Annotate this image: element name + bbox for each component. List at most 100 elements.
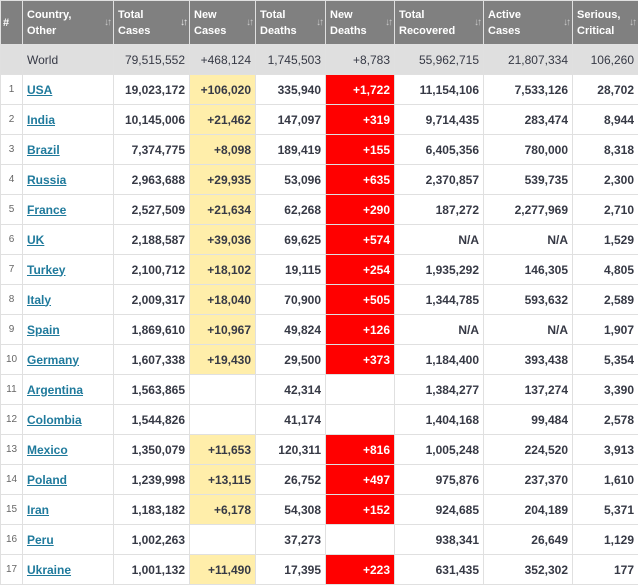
new-cases: +6,178 [190,495,256,525]
total-deaths: 54,308 [256,495,326,525]
active-cases: 352,302 [484,555,573,585]
new-deaths: +223 [326,555,395,585]
country-link[interactable]: Mexico [27,443,68,457]
total-deaths: 49,824 [256,315,326,345]
header-total-deaths-line2: Deaths [260,25,297,37]
new-deaths [326,375,395,405]
new-deaths: +126 [326,315,395,345]
country-link[interactable]: Colombia [27,413,82,427]
country-link[interactable]: India [27,113,55,127]
new-deaths: +574 [326,225,395,255]
country-link[interactable]: Spain [27,323,60,337]
serious-critical: 2,300 [573,165,638,195]
country-cell: Germany [23,345,114,375]
row-index: 16 [1,525,23,555]
serious-critical: 2,710 [573,195,638,225]
new-cases [190,375,256,405]
country-cell: UK [23,225,114,255]
active-cases: N/A [484,225,573,255]
country-link[interactable]: Russia [27,173,66,187]
serious-critical: 4,805 [573,255,638,285]
row-index: 5 [1,195,23,225]
total-cases: 1,563,865 [114,375,190,405]
total-cases: 7,374,775 [114,135,190,165]
total-deaths: 29,500 [256,345,326,375]
total-recovered: 11,154,106 [395,75,484,105]
total-recovered: 1,935,292 [395,255,484,285]
header-country[interactable]: Country,Other↓↑ [23,1,114,45]
total-deaths: 69,625 [256,225,326,255]
new-deaths: +505 [326,285,395,315]
country-link[interactable]: Italy [27,293,51,307]
new-cases: +29,935 [190,165,256,195]
country-link[interactable]: Turkey [27,263,65,277]
total-recovered: 1,005,248 [395,435,484,465]
country-link[interactable]: Peru [27,533,54,547]
country-cell: Spain [23,315,114,345]
country-link[interactable]: Ukraine [27,563,71,577]
country-link[interactable]: Iran [27,503,49,517]
country-link[interactable]: Brazil [27,143,60,157]
total-cases: 2,527,509 [114,195,190,225]
header-index: # [1,1,23,45]
serious-critical: 106,260 [573,45,638,75]
country-link[interactable]: France [27,203,66,217]
sort-icon: ↓↑ [316,15,322,31]
country-link[interactable]: Germany [27,353,79,367]
row-index: 15 [1,495,23,525]
country-name: World [23,45,114,75]
new-deaths: +816 [326,435,395,465]
new-cases [190,525,256,555]
total-recovered: N/A [395,225,484,255]
serious-critical: 177 [573,555,638,585]
header-serious-line2: Critical [577,25,614,37]
header-new-deaths-line1: New [330,9,353,21]
total-cases: 1,002,263 [114,525,190,555]
total-cases: 2,009,317 [114,285,190,315]
country-link[interactable]: Argentina [27,383,83,397]
sort-icon: ↓↑ [629,15,635,31]
country-link[interactable]: UK [27,233,44,247]
row-index: 1 [1,75,23,105]
sort-icon: ↓↑ [104,15,110,31]
total-cases: 1,183,182 [114,495,190,525]
country-cell: France [23,195,114,225]
country-cell: Colombia [23,405,114,435]
serious-critical: 3,913 [573,435,638,465]
country-link[interactable]: Poland [27,473,67,487]
header-active-cases-line1: Active [488,9,521,21]
new-deaths: +155 [326,135,395,165]
row-index [1,45,23,75]
new-cases: +10,967 [190,315,256,345]
total-cases: 2,188,587 [114,225,190,255]
total-cases: 1,001,132 [114,555,190,585]
row-index: 4 [1,165,23,195]
new-cases: +468,124 [190,45,256,75]
new-cases: +106,020 [190,75,256,105]
row-index: 12 [1,405,23,435]
total-deaths: 189,419 [256,135,326,165]
header-serious-critical[interactable]: Serious,Critical↓↑ [573,1,638,45]
country-cell: Italy [23,285,114,315]
row-index: 14 [1,465,23,495]
country-link[interactable]: USA [27,83,52,97]
new-cases: +21,634 [190,195,256,225]
new-cases: +11,490 [190,555,256,585]
serious-critical: 1,529 [573,225,638,255]
new-cases: +21,462 [190,105,256,135]
total-cases: 79,515,552 [114,45,190,75]
serious-critical: 2,589 [573,285,638,315]
